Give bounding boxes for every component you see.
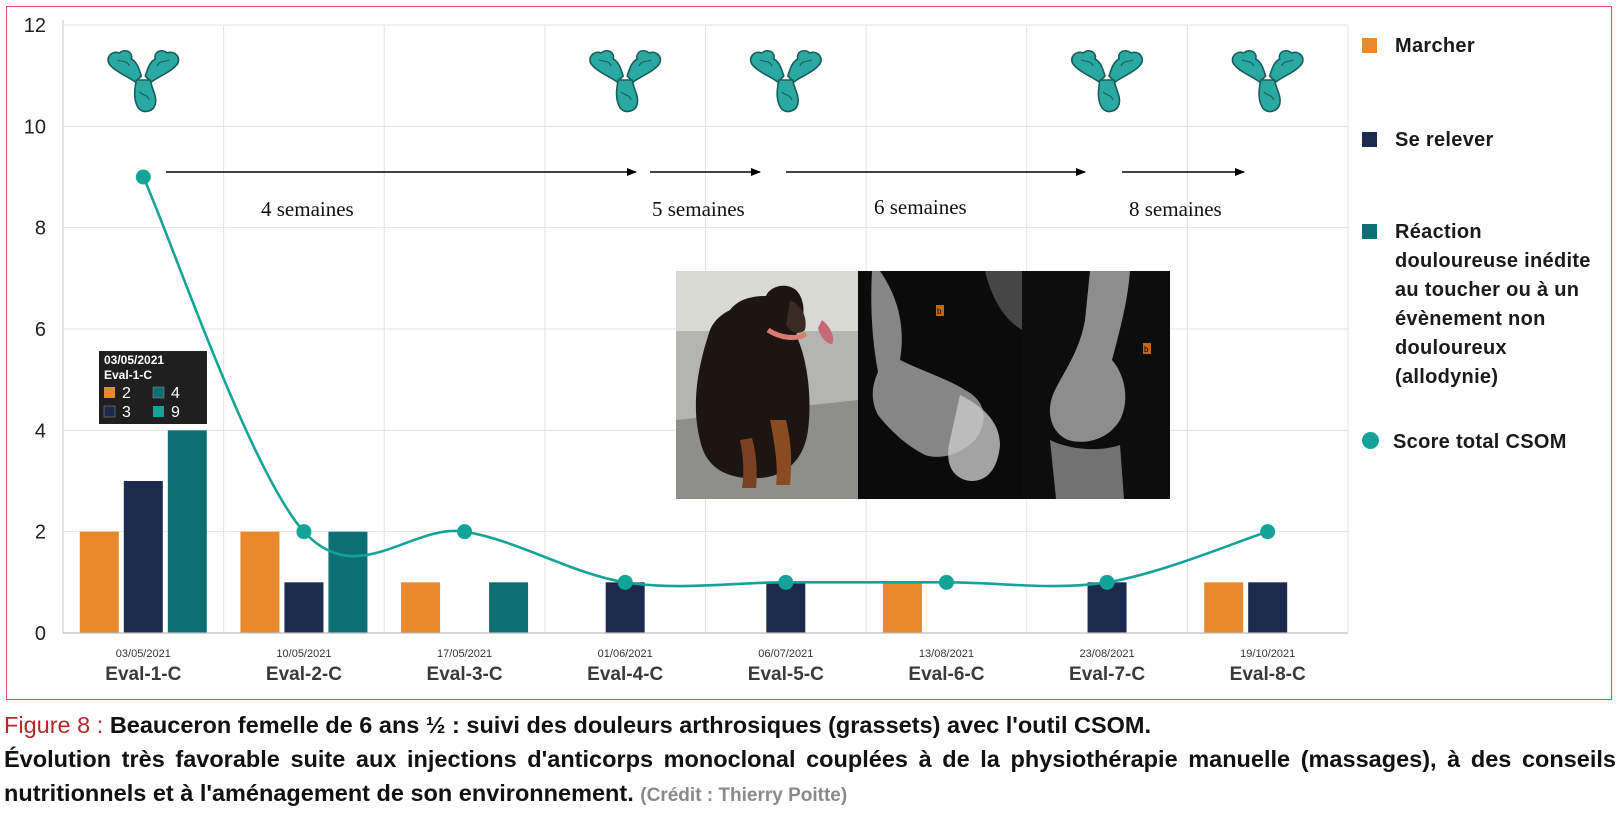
x-tick-label-3: Eval-3-C — [427, 664, 503, 685]
tooltip-label: Eval-1-C — [104, 368, 152, 382]
bar-1-series-3 — [167, 430, 207, 633]
legend-label-se-relever: Se relever — [1395, 129, 1494, 151]
y-axis: 0 2 4 6 8 10 12 — [24, 15, 64, 645]
legend-dot-csom — [1362, 432, 1379, 449]
x-tick-label-1: Eval-1-C — [105, 664, 181, 685]
tooltip-value-2: 4 — [171, 385, 180, 402]
y-tick-label-4: 8 — [35, 218, 46, 240]
bar-3-series-3 — [489, 582, 529, 633]
legend-item-marcher: Marcher — [1362, 32, 1475, 61]
x-tick-date-7: 23/08/2021 — [1080, 648, 1135, 660]
antibody-icon-2 — [589, 49, 662, 113]
tooltip-date: 03/05/2021 — [104, 353, 164, 367]
x-tick-label-7: Eval-7-C — [1069, 664, 1145, 685]
bar-2-series-1 — [240, 531, 280, 633]
caption-description: Évolution très favorable suite aux injec… — [4, 746, 1616, 806]
y-tick-label-0: 0 — [35, 623, 46, 645]
x-tick-date-6: 13/08/2021 — [919, 648, 974, 660]
dog-photo — [676, 271, 858, 499]
x-tick-label-2: Eval-2-C — [266, 664, 342, 685]
legend-swatch-marcher — [1362, 38, 1377, 53]
bar-2-series-2 — [284, 582, 324, 633]
photo-panel: b b — [676, 271, 1170, 499]
caption-credit: (Crédit : Thierry Poitte) — [640, 785, 848, 806]
csom-point-2 — [296, 524, 312, 540]
interval-label-3: 6 semaines — [874, 195, 967, 219]
interval-arrows: 4 semaines 5 semaines 6 semaines 8 semai… — [166, 168, 1245, 221]
figure-frame — [6, 6, 1612, 700]
csom-point-5 — [778, 574, 794, 590]
bar-1-series-2 — [123, 481, 163, 633]
tooltip-value-4: 9 — [171, 404, 180, 421]
legend-label-csom: Score total CSOM — [1393, 431, 1567, 453]
data-tooltip: 03/05/2021 Eval-1-C 2 4 3 9 — [99, 351, 207, 424]
bar-8-series-2 — [1248, 582, 1288, 633]
tooltip-value-3: 3 — [122, 404, 131, 421]
antibody-icon-1 — [107, 49, 180, 113]
legend-swatch-se-relever — [1362, 132, 1377, 147]
csom-point-4 — [617, 574, 633, 590]
x-tick-label-6: Eval-6-C — [908, 664, 984, 685]
y-tick-label-6: 12 — [24, 15, 46, 37]
legend-label-reaction: Réaction douloureuse inédite au toucher … — [1395, 221, 1591, 388]
csom-point-1 — [135, 169, 151, 185]
legend-label-marcher: Marcher — [1395, 35, 1475, 57]
csom-point-3 — [457, 524, 473, 540]
antibody-icon-3 — [749, 49, 822, 113]
interval-label-4: 8 semaines — [1129, 197, 1222, 221]
bar-8-series-1 — [1204, 582, 1244, 633]
bar-4-series-2 — [605, 582, 645, 633]
xray-image-1: b — [858, 271, 1022, 499]
csom-point-6 — [938, 574, 954, 590]
caption-line-2: Évolution très favorable suite aux injec… — [4, 742, 1616, 813]
caption-line-1: Figure 8 : Beauceron femelle de 6 ans ½ … — [4, 708, 1616, 742]
csom-line — [135, 169, 1276, 590]
bar-2-series-3 — [328, 531, 368, 633]
y-tick-label-5: 10 — [24, 116, 46, 138]
y-tick-label-3: 6 — [35, 319, 46, 341]
legend-item-se-relever: Se relever — [1362, 126, 1494, 155]
bar-5-series-2 — [766, 582, 806, 633]
xray-marker-1: b — [937, 307, 942, 316]
caption-title: Beauceron femelle de 6 ans ½ : suivi des… — [109, 712, 1152, 738]
x-tick-label-4: Eval-4-C — [587, 664, 663, 685]
xray-marker-2: b — [1144, 345, 1149, 354]
x-tick-date-4: 01/06/2021 — [598, 648, 653, 660]
x-tick-date-8: 19/10/2021 — [1240, 648, 1295, 660]
xray-image-2: b — [1022, 271, 1170, 499]
legend-item-csom: Score total CSOM — [1362, 428, 1567, 457]
figure-label: Figure 8 : — [4, 712, 104, 738]
legend-swatch-reaction — [1362, 224, 1377, 239]
x-tick-label-5: Eval-5-C — [748, 664, 824, 685]
interval-label-1: 4 semaines — [261, 197, 354, 221]
y-tick-label-2: 4 — [35, 420, 46, 442]
x-tick-date-3: 17/05/2021 — [437, 648, 492, 660]
x-axis: 03/05/2021 Eval-1-C 10/05/2021 Eval-2-C 17/0… — [63, 632, 1348, 685]
x-tick-date-5: 06/07/2021 — [758, 648, 813, 660]
bars — [79, 430, 1288, 633]
bar-1-series-1 — [79, 531, 119, 633]
legend-item-reaction: Réaction douloureuse inédite au toucher … — [1362, 218, 1602, 392]
csom-point-8 — [1260, 524, 1276, 540]
figure-caption: Figure 8 : Beauceron femelle de 6 ans ½ … — [4, 708, 1616, 813]
y-tick-label-1: 2 — [35, 522, 46, 544]
x-tick-label-8: Eval-8-C — [1230, 664, 1306, 685]
bar-6-series-1 — [882, 582, 922, 633]
bar-3-series-1 — [401, 582, 441, 633]
antibody-icon-4 — [1070, 49, 1144, 113]
x-tick-date-2: 10/05/2021 — [276, 648, 331, 660]
bar-7-series-2 — [1087, 582, 1127, 633]
interval-label-2: 5 semaines — [652, 197, 745, 221]
tooltip-value-1: 2 — [122, 385, 131, 402]
csom-line-path — [142, 176, 1269, 588]
x-tick-date-1: 03/05/2021 — [116, 648, 171, 660]
csom-point-7 — [1099, 574, 1115, 590]
antibody-icon-5 — [1231, 49, 1304, 113]
